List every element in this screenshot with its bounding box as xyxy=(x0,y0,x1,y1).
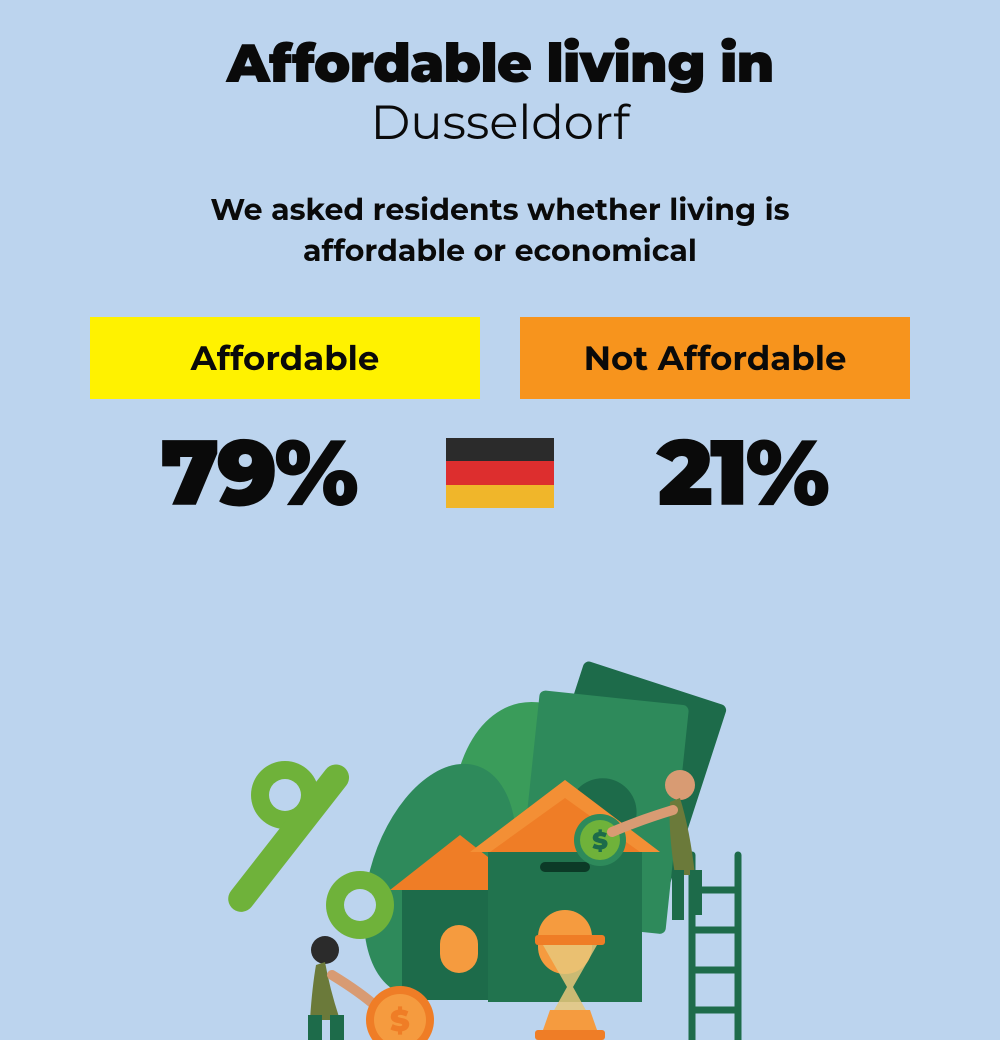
svg-text:$: $ xyxy=(592,827,608,856)
subtitle: We asked residents whether living is aff… xyxy=(90,190,910,271)
flag-stripe-red xyxy=(446,461,554,484)
flag-stripe-black xyxy=(446,438,554,461)
savings-house-illustration: $ $ xyxy=(190,620,810,1040)
affordable-label: Affordable xyxy=(90,317,480,399)
not-affordable-percent: 21% xyxy=(574,417,910,529)
germany-flag-icon xyxy=(446,438,554,508)
flag-stripe-gold xyxy=(446,485,554,508)
svg-text:$: $ xyxy=(390,1002,410,1039)
percent-row: 79% 21% xyxy=(90,417,910,529)
not-affordable-label: Not Affordable xyxy=(520,317,910,399)
labels-row: Affordable Not Affordable xyxy=(90,317,910,399)
title-city: Dusseldorf xyxy=(90,94,910,152)
affordable-percent: 79% xyxy=(90,417,426,529)
title-bold: Affordable living in xyxy=(90,30,910,96)
